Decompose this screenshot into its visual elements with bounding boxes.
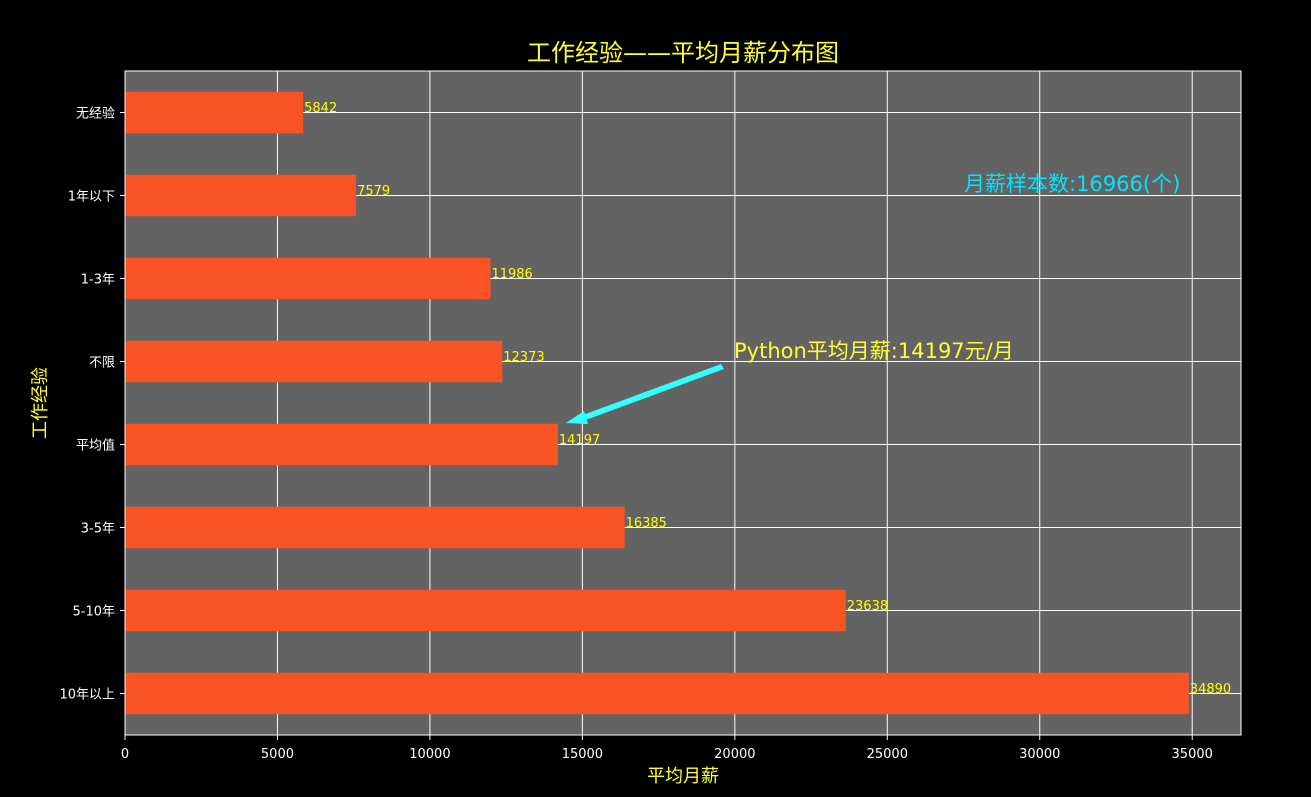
y-tick-label: 不限	[89, 356, 115, 371]
x-tick-label: 5000	[261, 747, 294, 762]
x-axis-ticks: 0 5000 10000 15000 20000 25000 30000 35000	[121, 735, 1213, 762]
mean-annotation: Python平均月薪:14197元/月	[566, 339, 1014, 424]
mean-annotation-text: Python平均月薪:14197元/月	[734, 339, 1014, 363]
sample-count-annotation: 月薪样本数:16966(个)	[964, 172, 1180, 196]
bars	[125, 91, 1189, 715]
bar-8	[125, 672, 1189, 715]
y-tick-label: 无经验	[76, 106, 115, 122]
bar-6	[125, 506, 625, 549]
y-tick-label: 1-3年	[81, 273, 115, 288]
x-tick-label: 35000	[1172, 747, 1213, 762]
x-tick-label: 0	[121, 747, 129, 762]
x-tick-label: 20000	[714, 747, 755, 762]
bar-2	[125, 174, 357, 217]
y-axis-title: 工作经验	[30, 367, 51, 439]
bar-7	[125, 589, 846, 632]
annotation-arrow-head	[566, 411, 588, 424]
y-tick-label: 10年以上	[59, 688, 115, 703]
plot-area	[125, 71, 1241, 735]
data-labels: 5842 7579 11986 12373 14197 16385 23638 34890	[304, 101, 1231, 697]
y-tick-label: 3-5年	[81, 522, 115, 537]
x-axis-title: 平均月薪	[647, 766, 719, 787]
data-label: 23638	[847, 599, 888, 614]
data-label: 14197	[559, 433, 600, 448]
x-tick-label: 25000	[867, 747, 908, 762]
data-label: 16385	[626, 516, 667, 531]
annotation-arrow	[580, 364, 724, 421]
bar-4	[125, 340, 503, 383]
data-label: 11986	[491, 267, 532, 282]
x-tick-label: 15000	[562, 747, 603, 762]
bar-1	[125, 91, 304, 134]
bar-3	[125, 257, 491, 300]
data-label: 7579	[357, 184, 390, 199]
y-tick-label: 平均值	[76, 438, 115, 454]
y-tick-label: 1年以下	[68, 190, 115, 205]
bar-5	[125, 423, 558, 466]
x-tick-label: 10000	[409, 747, 450, 762]
data-label: 34890	[1190, 682, 1231, 697]
x-tick-label: 30000	[1019, 747, 1060, 762]
chart-title: 工作经验——平均月薪分布图	[527, 39, 839, 67]
plot-frame	[124, 70, 1242, 736]
data-label: 5842	[304, 101, 337, 116]
data-label: 12373	[503, 350, 544, 365]
y-tick-label: 5-10年	[72, 605, 115, 620]
